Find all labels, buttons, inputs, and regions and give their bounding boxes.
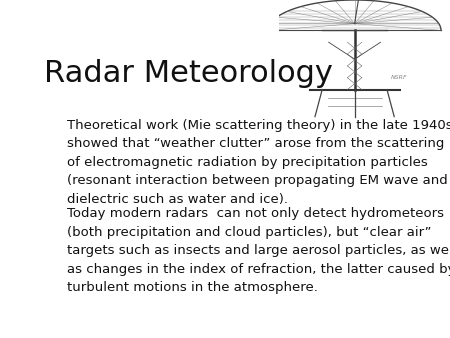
Text: Theoretical work (Mie scattering theory) in the late 1940s
showed that “weather : Theoretical work (Mie scattering theory)… xyxy=(67,119,450,206)
Text: Today modern radars  can not only detect hydrometeors
(both precipitation and cl: Today modern radars can not only detect … xyxy=(67,207,450,294)
Text: NSRF: NSRF xyxy=(391,75,407,80)
Text: Radar Meteorology: Radar Meteorology xyxy=(45,59,333,88)
